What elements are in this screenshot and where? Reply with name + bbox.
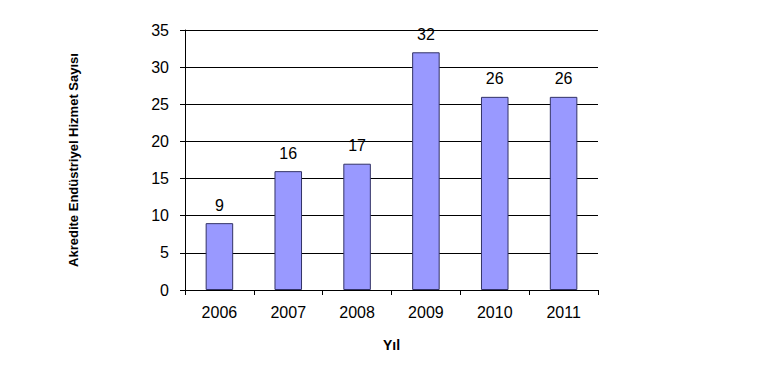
svg-text:2011: 2011 — [546, 304, 581, 321]
svg-text:26: 26 — [486, 70, 504, 87]
svg-text:5: 5 — [160, 244, 169, 261]
svg-text:32: 32 — [417, 26, 435, 43]
svg-text:26: 26 — [555, 70, 573, 87]
svg-text:2008: 2008 — [339, 304, 375, 321]
svg-text:20: 20 — [151, 133, 169, 150]
svg-text:16: 16 — [279, 145, 297, 162]
svg-text:2009: 2009 — [408, 304, 444, 321]
svg-text:30: 30 — [151, 59, 169, 76]
svg-text:0: 0 — [160, 282, 169, 299]
svg-text:9: 9 — [215, 197, 224, 214]
svg-text:25: 25 — [151, 96, 169, 113]
svg-text:Akredite Endüstriyel Hizmet Sa: Akredite Endüstriyel Hizmet Sayısı — [66, 53, 81, 267]
svg-text:2006: 2006 — [202, 304, 238, 321]
svg-text:2010: 2010 — [477, 304, 513, 321]
svg-text:10: 10 — [151, 207, 169, 224]
svg-text:15: 15 — [151, 170, 169, 187]
svg-text:35: 35 — [151, 22, 169, 39]
svg-text:2007: 2007 — [270, 304, 306, 321]
svg-text:17: 17 — [348, 137, 366, 154]
svg-text:Yıl: Yıl — [383, 337, 400, 353]
